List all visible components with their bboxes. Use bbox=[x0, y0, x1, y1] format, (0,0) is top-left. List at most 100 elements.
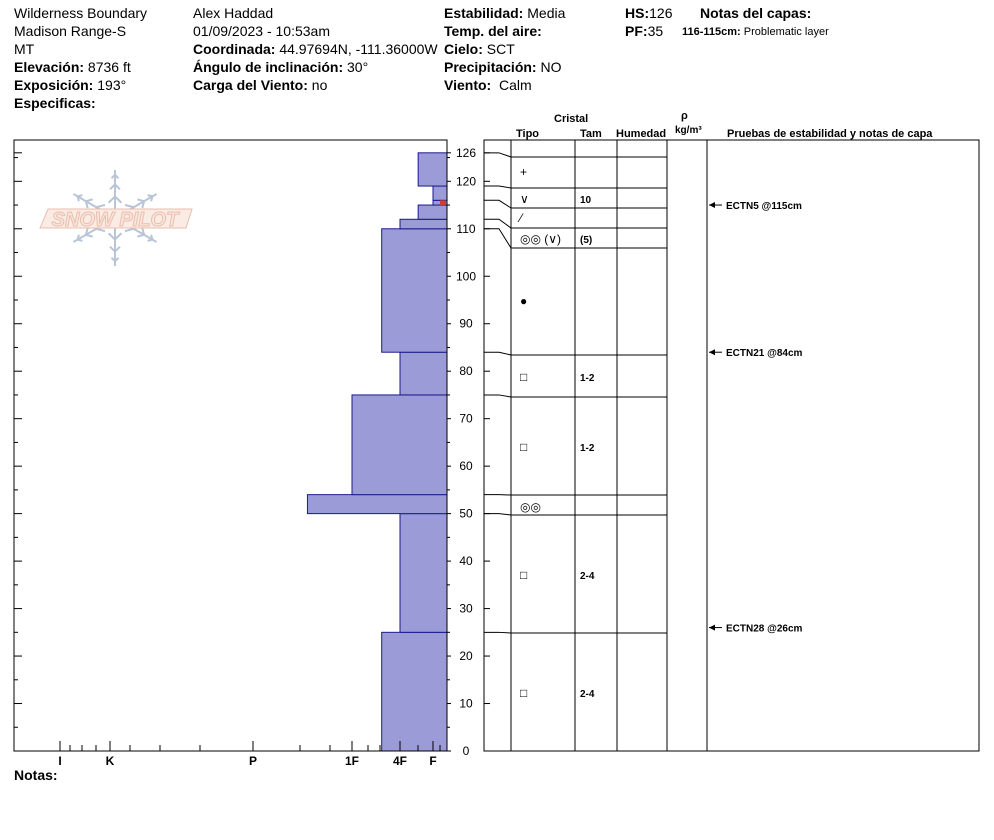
flake-branch-1-1 bbox=[85, 198, 93, 203]
layer-connector-50 bbox=[484, 513, 512, 516]
flake-branch-2-2 bbox=[77, 238, 83, 242]
type-column-header: Tipo bbox=[516, 128, 540, 140]
layer-connector-126 bbox=[484, 152, 512, 158]
hs-value: 126 bbox=[649, 5, 673, 21]
specifics-label: Especificas: bbox=[14, 95, 96, 111]
flake-branch-4-0 bbox=[124, 227, 134, 233]
wind-value: Calm bbox=[498, 77, 532, 93]
hardness-layer-6 bbox=[399, 218, 448, 230]
depth-label-110: 110 bbox=[456, 222, 475, 236]
elevation: Elevación: 8736 ft bbox=[14, 59, 131, 75]
flake-branch-4-2 bbox=[147, 238, 153, 242]
hardness-layer-3 bbox=[351, 394, 448, 496]
wind-label: Viento: bbox=[444, 77, 492, 93]
hardness-axis: I K P 1F 4F F bbox=[58, 741, 441, 768]
crystal-type-9: □ bbox=[520, 686, 527, 700]
precip-value: NO bbox=[540, 59, 562, 75]
humidity-column-header: Humedad bbox=[616, 128, 667, 140]
hardness-layer-10 bbox=[417, 152, 448, 187]
depth-label-30: 30 bbox=[459, 602, 473, 616]
flake-branch-3-2 bbox=[114, 256, 120, 262]
observer-name: Alex Haddad bbox=[193, 5, 274, 21]
crystal-type-5: □ bbox=[520, 370, 527, 384]
hardness-frame bbox=[13, 139, 448, 752]
flake-branch-0-0 bbox=[107, 195, 116, 204]
notes-label: Notas: bbox=[14, 767, 58, 783]
layer-connector-110 bbox=[484, 228, 512, 249]
aspect-value: 193° bbox=[97, 77, 127, 93]
sky-label: Cielo: bbox=[444, 41, 483, 57]
hardness-layer-5 bbox=[381, 228, 448, 353]
stability-label: Estabilidad: bbox=[444, 5, 524, 21]
crystal-symbols: + ∨ 10 ⁄ ◎◎ (∨) (5) ● □ 1-2 □ 1-2 ◎◎ □ 2-4 □ 2-4 bbox=[517, 165, 595, 700]
test-label-2: ECTN28 @26cm bbox=[726, 624, 803, 635]
flake-branch-0-2 bbox=[110, 174, 116, 180]
crystal-frame bbox=[483, 139, 980, 752]
slope-angle: Ángulo de inclinación: 30° bbox=[193, 59, 368, 75]
layer-grid bbox=[484, 152, 667, 634]
depth-label-50: 50 bbox=[459, 507, 473, 521]
tests-column-header: Pruebas de estabilidad y notas de capa bbox=[727, 128, 933, 140]
hardness-layer-7 bbox=[417, 204, 448, 220]
stability-tests: ECTN5 @115cm ECTN21 @84cm ECTN28 @26cm bbox=[709, 201, 803, 635]
snowflake-icon bbox=[72, 170, 158, 266]
layer-connector-112 bbox=[484, 218, 512, 229]
layer-connector-84 bbox=[484, 351, 512, 356]
crystal-type-7: ◎◎ bbox=[520, 500, 541, 514]
depth-label-40: 40 bbox=[459, 554, 473, 568]
hardness-label-4F: 4F bbox=[393, 754, 407, 768]
depth-label-100: 100 bbox=[456, 269, 476, 283]
flake-branch-3-0 bbox=[114, 232, 123, 241]
crystal-size-6: 1-2 bbox=[580, 443, 595, 454]
test-label-0: ECTN5 @115cm bbox=[726, 201, 802, 212]
flake-branch-3-0 bbox=[107, 232, 116, 241]
test-arrow-head-1 bbox=[709, 349, 715, 356]
hardness-label-I: I bbox=[58, 754, 61, 768]
hardness-profile bbox=[306, 152, 448, 752]
sky-value: SCT bbox=[486, 41, 515, 57]
coordinates-label: Coordinada: bbox=[193, 41, 276, 57]
aspect-label: Exposición: bbox=[14, 77, 94, 93]
flake-branch-4-1 bbox=[137, 233, 145, 238]
flake-branch-2-1 bbox=[85, 233, 93, 238]
flake-branch-0-1 bbox=[109, 183, 116, 191]
slope-value: 30° bbox=[347, 59, 369, 75]
flake-branch-1-1 bbox=[84, 200, 89, 209]
density-symbol: ρ bbox=[681, 110, 688, 122]
hardness-label-K: K bbox=[106, 754, 115, 768]
crystal-column-header: Cristal bbox=[554, 113, 589, 125]
flake-branch-3-1 bbox=[114, 245, 121, 253]
pf-label: PF: bbox=[625, 23, 648, 39]
hs: HS:126 bbox=[625, 5, 672, 21]
hardness-label-P: P bbox=[249, 754, 257, 768]
flake-branch-2-0 bbox=[96, 227, 106, 233]
elevation-label: Elevación: bbox=[14, 59, 85, 75]
layer-notes-label: Notas del capas: bbox=[700, 5, 812, 21]
crystal-size-8: 2-4 bbox=[580, 571, 595, 582]
flake-branch-0-1 bbox=[114, 183, 121, 191]
layer-note: 116-115cm: Problematic layer bbox=[682, 24, 829, 40]
crystal-size-9: 2-4 bbox=[580, 689, 595, 700]
flake-branch-3-1 bbox=[109, 245, 116, 253]
flake-branch-5-2 bbox=[147, 194, 153, 198]
depth-label-90: 90 bbox=[459, 317, 473, 331]
aspect: Exposición: 193° bbox=[14, 77, 126, 93]
crystal-type-6: □ bbox=[520, 440, 527, 454]
stability: Estabilidad: Media bbox=[444, 5, 565, 21]
crystal-type-8: □ bbox=[520, 568, 527, 582]
coordinates: Coordinada: 44.97694N, -111.36000W bbox=[193, 41, 438, 57]
precipitation: Precipitación: NO bbox=[444, 59, 561, 75]
layer-connector-75 bbox=[484, 394, 512, 398]
test-arrow-head-0 bbox=[709, 202, 715, 209]
crystal-type-3: ◎◎ (∨) bbox=[520, 232, 561, 246]
test-label-1: ECTN21 @84cm bbox=[726, 348, 803, 359]
depth-label-70: 70 bbox=[459, 412, 473, 426]
stability-value: Media bbox=[527, 5, 566, 21]
crystal-type-2: ⁄ bbox=[517, 211, 524, 225]
hardness-layer-2 bbox=[306, 494, 448, 515]
air-temp-label: Temp. del aire: bbox=[444, 23, 542, 39]
snowpilot-logo-banner bbox=[39, 208, 193, 229]
hardness-label-F: F bbox=[429, 754, 436, 768]
density-unit: kg/m³ bbox=[675, 125, 702, 136]
